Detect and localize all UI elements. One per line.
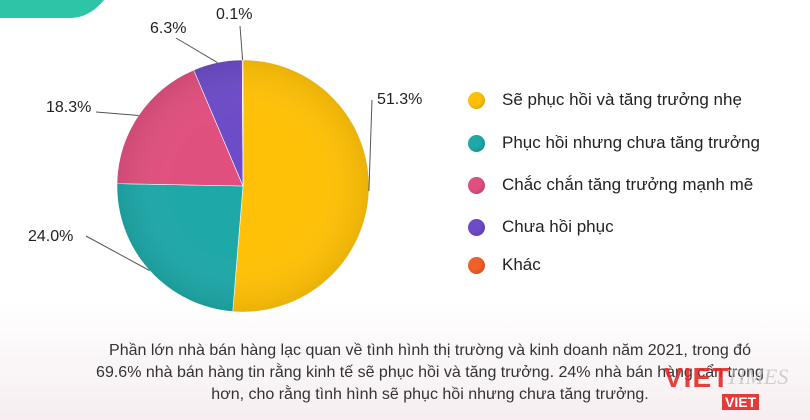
- legend-marker-icon: [468, 218, 485, 236]
- legend-label: Khác: [502, 255, 541, 274]
- legend-item: Chắc chắn tăng trưởng mạnh mẽ: [468, 173, 753, 197]
- slice-percent-label: 51.3%: [377, 91, 423, 108]
- caption-line: hơn, cho rằng tình hình sẽ phục hồi nhưn…: [211, 386, 649, 403]
- slice-percent-label: 6.3%: [150, 20, 187, 37]
- watermark-sub: VIET: [722, 394, 760, 410]
- legend-item: Chưa hồi phục: [468, 215, 614, 239]
- legend-marker-icon: [468, 176, 485, 194]
- legend-label: Chắc chắn tăng trưởng mạnh mẽ: [502, 175, 754, 194]
- slice-percent-label: 0.1%: [216, 6, 253, 23]
- leader-line: [368, 99, 373, 192]
- caption-line: 69.6% nhà bán hàng tin rằng kinh tế sẽ p…: [96, 364, 764, 381]
- legend-item: Phục hồi nhưng chưa tăng trưởng: [468, 131, 760, 155]
- legend-label: Sẽ phục hồi và tăng trưởng nhẹ: [502, 90, 742, 109]
- legend-label: Phục hồi nhưng chưa tăng trưởng: [502, 133, 760, 152]
- chart-caption: Phần lớn nhà bán hàng lạc quan về tình h…: [70, 340, 790, 406]
- legend-marker-icon: [468, 134, 485, 152]
- slice-percent-label: 18.3%: [46, 99, 92, 116]
- legend-label: Chưa hồi phục: [502, 217, 614, 236]
- watermark-brand: VIET: [664, 362, 731, 393]
- pie-slice: [116, 183, 244, 312]
- watermark-suffix: TIMES: [726, 364, 789, 389]
- watermark-logo: VIET TIMES VIET: [664, 360, 810, 420]
- legend-item: Sẽ phục hồi và tăng trưởng nhẹ: [468, 88, 742, 112]
- slice-percent-label: 24.0%: [28, 228, 74, 245]
- legend-marker-icon: [468, 256, 485, 274]
- legend-item: Khác: [468, 253, 541, 277]
- leader-line: [175, 37, 218, 64]
- leader-line: [239, 25, 244, 61]
- pie-slice: [232, 59, 370, 313]
- corner-decoration: [0, 0, 104, 18]
- caption-line: Phần lớn nhà bán hàng lạc quan về tình h…: [109, 342, 751, 359]
- legend-marker-icon: [468, 91, 485, 109]
- leader-line: [95, 111, 139, 116]
